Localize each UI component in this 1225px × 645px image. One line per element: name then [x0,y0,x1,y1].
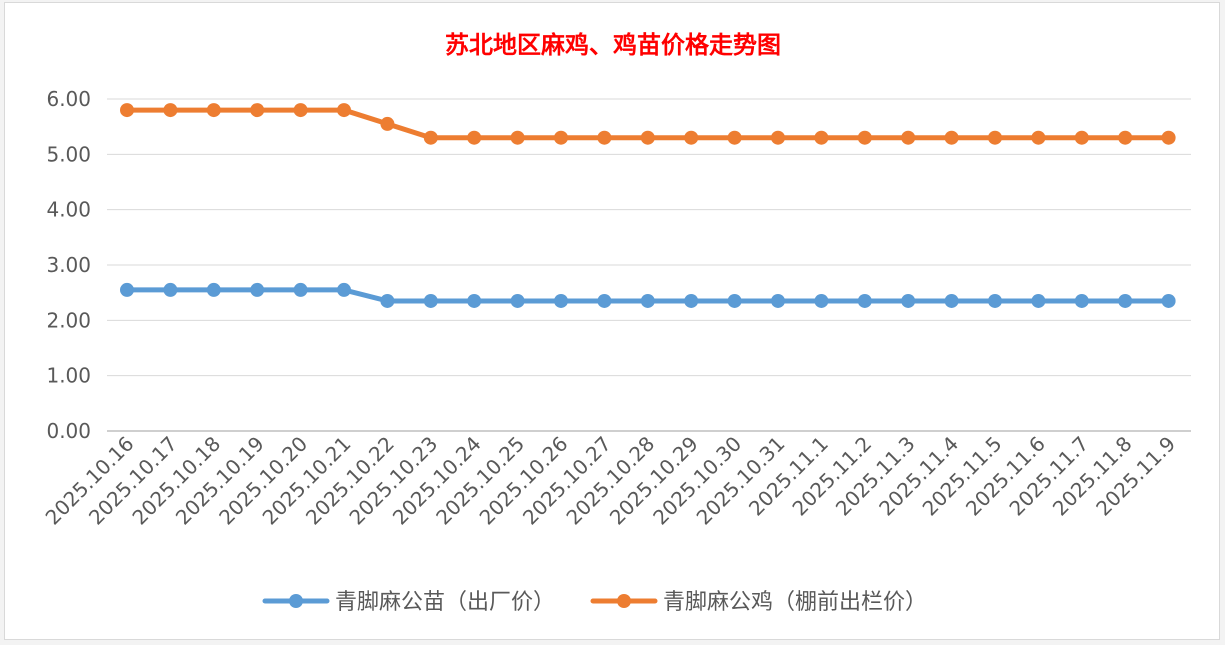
data-point[interactable] [857,293,872,308]
data-point[interactable] [771,293,785,308]
data-point[interactable] [163,282,178,297]
chart-title: 苏北地区麻鸡、鸡苗价格走势图 [445,31,781,59]
data-point[interactable] [206,282,221,297]
data-point[interactable] [510,130,525,145]
series-0 [120,282,1176,308]
y-tick-label: 0.00 [46,419,91,443]
legend[interactable]: 青脚麻公苗（出厂价） 青脚麻公鸡（棚前出栏价） [262,590,927,615]
y-tick-label: 2.00 [46,308,91,332]
y-tick-label: 3.00 [46,253,91,277]
data-point[interactable] [510,293,525,308]
series-1 [120,103,1176,145]
data-point[interactable] [1031,293,1046,308]
data-point[interactable] [467,130,482,145]
data-point[interactable] [423,293,438,308]
y-axis-ticks: 0.00 1.00 2.00 3.00 4.00 5.00 6.00 [46,87,91,443]
data-point[interactable] [467,293,482,308]
data-point[interactable] [857,130,872,145]
y-tick-label: 4.00 [46,198,91,222]
data-point[interactable] [380,293,395,308]
data-point[interactable] [814,130,829,145]
data-point[interactable] [944,293,959,308]
legend-item-1[interactable]: 青脚麻公鸡（棚前出栏价） [590,590,927,615]
data-point[interactable] [293,103,308,118]
data-point[interactable] [337,282,351,297]
data-point[interactable] [423,130,438,145]
series-layer [120,103,1176,308]
data-point[interactable] [250,103,265,118]
y-tick-label: 5.00 [46,142,91,166]
chart-frame: 苏北地区麻鸡、鸡苗价格走势图 0.00 1.00 2.00 3.00 4.00 5.00 6… [4,2,1220,640]
data-point[interactable] [163,103,178,118]
data-point[interactable] [1161,293,1176,308]
x-axis-ticks: 2025.10.162025.10.172025.10.182025.10.19… [41,432,1181,530]
data-point[interactable] [1031,130,1046,145]
data-point[interactable] [771,130,785,145]
line-chart: 苏北地区麻鸡、鸡苗价格走势图 0.00 1.00 2.00 3.00 4.00 5.00 6… [41,31,1191,615]
data-point[interactable] [380,116,395,131]
data-point[interactable] [814,293,829,308]
data-point[interactable] [684,293,699,308]
data-point[interactable] [988,130,1002,145]
y-tick-label: 6.00 [46,87,91,111]
data-point[interactable] [988,293,1002,308]
data-point[interactable] [901,293,916,308]
data-point[interactable] [1118,130,1133,145]
data-point[interactable] [337,103,351,118]
data-point[interactable] [944,130,959,145]
data-point[interactable] [554,130,568,145]
data-point[interactable] [727,293,742,308]
legend-label: 青脚麻公鸡（棚前出栏价） [663,590,927,615]
grid-layer [107,98,1191,432]
data-point[interactable] [293,282,308,297]
data-point[interactable] [120,103,134,118]
legend-swatch-marker [289,594,303,608]
legend-swatch-marker [617,594,631,608]
data-point[interactable] [640,293,655,308]
data-point[interactable] [901,130,916,145]
data-point[interactable] [727,130,742,145]
data-point[interactable] [1074,130,1089,145]
data-point[interactable] [250,282,265,297]
data-point[interactable] [684,130,699,145]
data-point[interactable] [120,282,134,297]
legend-label: 青脚麻公苗（出厂价） [335,590,555,615]
legend-item-0[interactable]: 青脚麻公苗（出厂价） [262,590,555,615]
data-point[interactable] [597,130,612,145]
data-point[interactable] [1074,293,1089,308]
data-point[interactable] [1118,293,1133,308]
data-point[interactable] [206,103,221,118]
data-point[interactable] [640,130,655,145]
data-point[interactable] [1161,130,1176,145]
data-point[interactable] [597,293,612,308]
y-tick-label: 1.00 [46,364,91,388]
data-point[interactable] [554,293,568,308]
